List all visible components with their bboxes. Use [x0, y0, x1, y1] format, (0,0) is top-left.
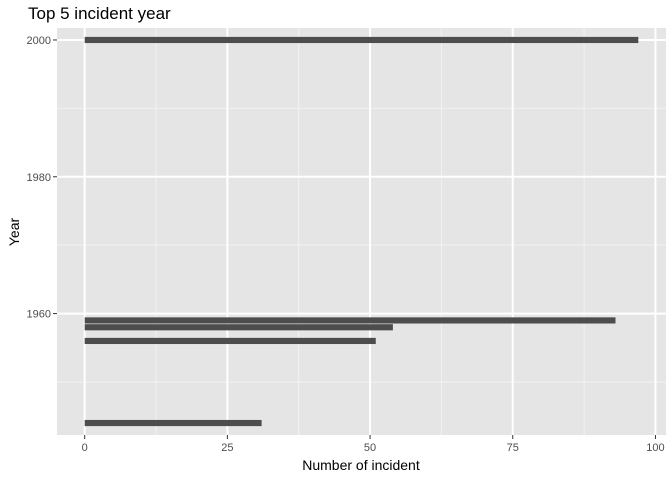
x-tick-label: 50	[364, 442, 376, 454]
y-axis-title: Year	[6, 218, 22, 247]
x-tick-label: 0	[82, 442, 88, 454]
axis-ticks: 0 25 50 75 100 1960 1980 2000	[27, 35, 665, 454]
bar-1959	[84, 317, 616, 324]
x-tick-label: 75	[507, 442, 519, 454]
bar-1956	[84, 337, 376, 345]
x-axis-title: Number of incident	[302, 457, 420, 473]
bar-2000	[84, 36, 639, 44]
bars	[84, 36, 639, 427]
bar-1944	[84, 419, 262, 427]
bar-1958	[84, 324, 393, 331]
plot-panel	[57, 28, 666, 435]
y-tick-label: 2000	[27, 35, 51, 47]
y-tick-label: 1960	[27, 309, 51, 321]
x-tick-label: 100	[646, 442, 664, 454]
grid-minor	[57, 28, 666, 435]
chart-title: Top 5 incident year	[28, 4, 171, 23]
x-tick-label: 25	[221, 442, 233, 454]
y-tick-label: 1980	[27, 172, 51, 184]
